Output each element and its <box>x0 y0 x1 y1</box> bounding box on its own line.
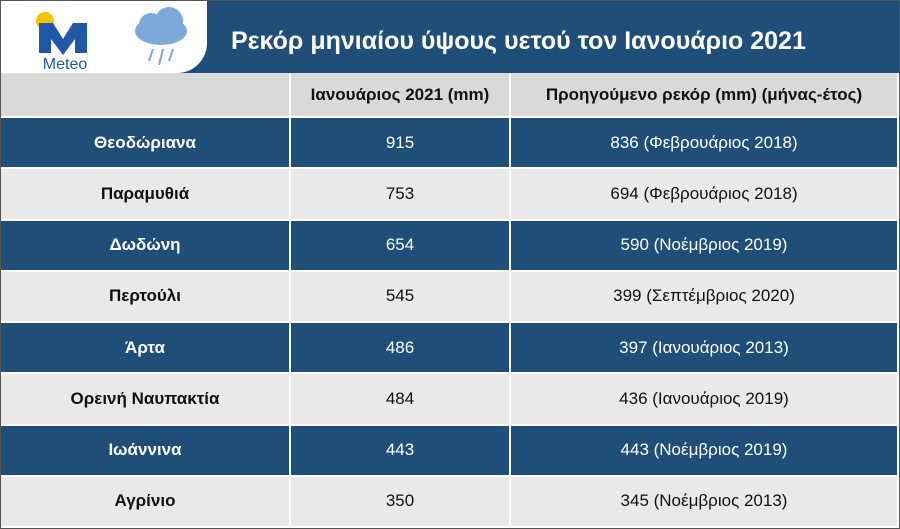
logo: Meteo <box>1 1 207 73</box>
station-name: Άρτα <box>1 323 291 375</box>
station-name: Ιωάννινα <box>1 425 291 477</box>
table-cell: 836 (Φεβρουάριος 2018) <box>511 118 899 170</box>
table-cell: 443 <box>291 425 511 477</box>
station-name: Περτούλι <box>1 271 291 323</box>
table-cell: 484 <box>291 374 511 426</box>
station-name: Δωδώνη <box>1 220 291 272</box>
table-cell: 486 <box>291 323 511 375</box>
table-cell: 654 <box>291 220 511 272</box>
title: Ρεκόρ μηνιαίου ύψους υετού τον Ιανουάριο… <box>231 27 806 55</box>
table-cell: 350 <box>291 476 511 528</box>
table-cell: 590 (Νοέμβριος 2019) <box>511 220 899 272</box>
logo-text: Meteo <box>43 56 88 73</box>
table-cell: 399 (Σεπτέμβριος 2020) <box>511 271 899 323</box>
table-cell: 915 <box>291 118 511 170</box>
table-cell: 345 (Νοέμβριος 2013) <box>511 476 899 528</box>
station-name: Θεοδώριανα <box>1 118 291 170</box>
table-cell: 397 (Ιανουάριος 2013) <box>511 323 899 375</box>
table-cell: 443 (Νοέμβριος 2019) <box>511 425 899 477</box>
table-cell: 753 <box>291 169 511 221</box>
table-cell: 694 (Φεβρουάριος 2018) <box>511 169 899 221</box>
station-name: Αγρίνιο <box>1 476 291 528</box>
header-cell <box>1 73 291 118</box>
column-header: Ιανουάριος 2021 (mm) <box>291 73 511 118</box>
logo-icons: Meteo <box>36 7 187 73</box>
table-cell: 545 <box>291 271 511 323</box>
title-bar: Meteo Ρεκόρ μηνιαίου ύψους υετού τον Ιαν… <box>1 1 899 73</box>
station-name: Παραμυθιά <box>1 169 291 221</box>
station-name: Ορεινή Ναυπακτία <box>1 374 291 426</box>
table-cell: 436 (Ιανουάριος 2019) <box>511 374 899 426</box>
column-header: Προηγούμενο ρεκόρ (mm) (μήνας-έτος) <box>511 73 899 118</box>
